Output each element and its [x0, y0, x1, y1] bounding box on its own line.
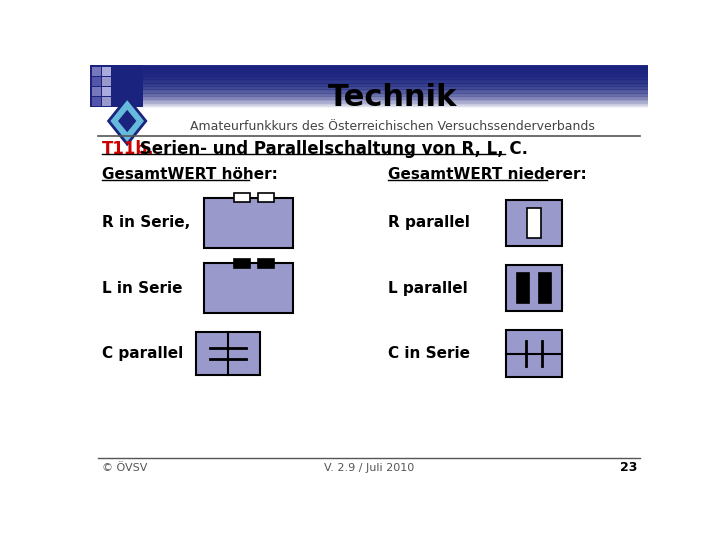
Bar: [140, 96, 648, 97]
Bar: [140, 88, 648, 89]
Bar: [92, 67, 101, 76]
Polygon shape: [117, 109, 138, 133]
Bar: [234, 193, 250, 202]
Bar: [539, 273, 552, 303]
Bar: [506, 265, 562, 311]
Bar: [140, 97, 648, 98]
Bar: [140, 65, 648, 66]
Bar: [140, 92, 648, 93]
Text: GesamtWERT niederer:: GesamtWERT niederer:: [388, 167, 587, 183]
Bar: [140, 77, 648, 78]
Bar: [258, 193, 274, 202]
Text: C parallel: C parallel: [102, 346, 183, 361]
Bar: [102, 77, 111, 85]
Text: Technik: Technik: [328, 83, 457, 112]
Bar: [140, 85, 648, 86]
Bar: [506, 330, 562, 377]
Bar: [140, 82, 648, 83]
Bar: [140, 98, 648, 99]
Bar: [140, 78, 648, 79]
Bar: [517, 273, 529, 303]
Bar: [140, 90, 648, 91]
Bar: [196, 333, 260, 375]
Bar: [140, 69, 648, 70]
Bar: [140, 102, 648, 103]
Bar: [140, 94, 648, 95]
Bar: [140, 103, 648, 104]
Text: V. 2.9 / Juli 2010: V. 2.9 / Juli 2010: [324, 462, 414, 472]
Bar: [102, 97, 111, 106]
Bar: [140, 80, 648, 81]
Bar: [140, 76, 648, 77]
Bar: [140, 81, 648, 82]
Bar: [527, 208, 541, 238]
Bar: [140, 83, 648, 84]
Text: C in Serie: C in Serie: [388, 346, 470, 361]
Text: R in Serie,: R in Serie,: [102, 215, 190, 230]
Text: GesamtWERT höher:: GesamtWERT höher:: [102, 167, 277, 183]
Bar: [140, 68, 648, 69]
Bar: [258, 259, 274, 268]
Bar: [140, 66, 648, 67]
Text: Amateurfunkkurs des Österreichischen Versuchssenderverbands: Amateurfunkkurs des Österreichischen Ver…: [190, 120, 595, 133]
Text: © ÖVSV: © ÖVSV: [102, 462, 147, 472]
Bar: [140, 106, 648, 107]
Text: Serien- und Parallelschaltung von R, L, C.: Serien- und Parallelschaltung von R, L, …: [134, 140, 528, 159]
Bar: [92, 87, 101, 96]
Bar: [140, 70, 648, 71]
Polygon shape: [109, 98, 145, 144]
Text: T11b.: T11b.: [102, 140, 154, 159]
Bar: [140, 93, 648, 94]
Bar: [102, 67, 111, 76]
Text: L in Serie: L in Serie: [102, 281, 182, 295]
Bar: [204, 198, 294, 248]
Bar: [140, 75, 648, 76]
Bar: [102, 87, 111, 96]
Bar: [140, 72, 648, 73]
Bar: [140, 101, 648, 102]
Bar: [140, 79, 648, 80]
Text: L parallel: L parallel: [388, 281, 468, 295]
Bar: [140, 84, 648, 85]
Bar: [92, 97, 101, 106]
Bar: [506, 200, 562, 246]
Text: R parallel: R parallel: [388, 215, 470, 230]
Bar: [140, 86, 648, 87]
Bar: [140, 105, 648, 106]
Bar: [140, 91, 648, 92]
Bar: [140, 100, 648, 101]
Bar: [140, 95, 648, 96]
Bar: [140, 73, 648, 74]
Bar: [140, 99, 648, 100]
Bar: [140, 71, 648, 72]
Bar: [90, 65, 143, 107]
Bar: [140, 67, 648, 68]
Text: 23: 23: [620, 461, 637, 474]
Bar: [140, 87, 648, 88]
Bar: [92, 77, 101, 85]
Bar: [234, 259, 250, 268]
Bar: [140, 104, 648, 105]
Bar: [140, 74, 648, 75]
Bar: [140, 89, 648, 90]
Bar: [204, 263, 294, 313]
